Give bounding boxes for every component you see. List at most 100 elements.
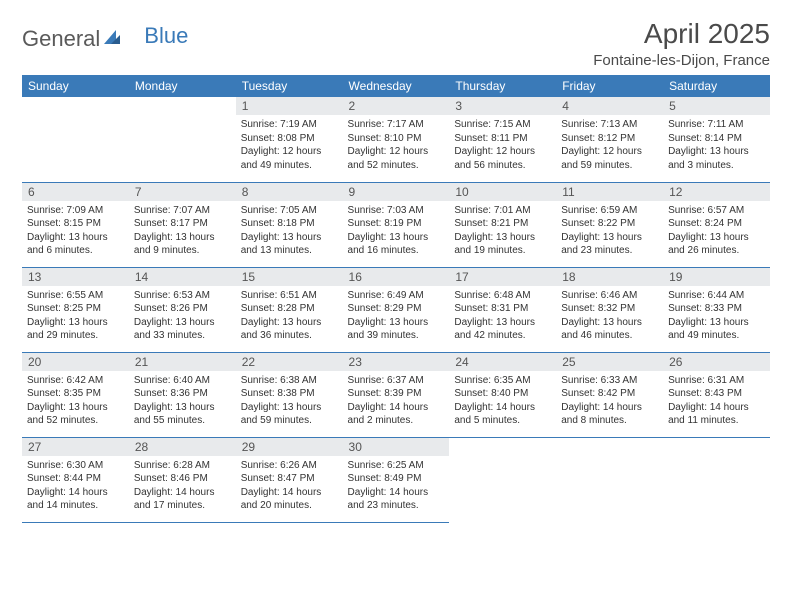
sunset-text: Sunset: 8:44 PM: [27, 472, 124, 486]
day-number: 4: [556, 97, 663, 115]
sunrise-text: Sunrise: 7:03 AM: [348, 204, 445, 218]
calendar-cell: 14Sunrise: 6:53 AMSunset: 8:26 PMDayligh…: [129, 267, 236, 352]
day-number: 3: [449, 97, 556, 115]
daylight-text: Daylight: 13 hours and 19 minutes.: [454, 231, 551, 258]
calendar-cell: 26Sunrise: 6:31 AMSunset: 8:43 PMDayligh…: [663, 352, 770, 437]
day-data: Sunrise: 6:38 AMSunset: 8:38 PMDaylight:…: [236, 371, 343, 431]
header: General Blue April 2025 Fontaine-les-Dij…: [22, 18, 770, 69]
calendar-cell: 19Sunrise: 6:44 AMSunset: 8:33 PMDayligh…: [663, 267, 770, 352]
day-number: 28: [129, 438, 236, 456]
daylight-text: Daylight: 14 hours and 8 minutes.: [561, 401, 658, 428]
sunrise-text: Sunrise: 6:25 AM: [348, 459, 445, 473]
day-data: Sunrise: 7:09 AMSunset: 8:15 PMDaylight:…: [22, 201, 129, 261]
logo-text-general: General: [22, 26, 100, 52]
calendar-cell: 16Sunrise: 6:49 AMSunset: 8:29 PMDayligh…: [343, 267, 450, 352]
sunset-text: Sunset: 8:08 PM: [241, 132, 338, 146]
day-data: Sunrise: 6:53 AMSunset: 8:26 PMDaylight:…: [129, 286, 236, 346]
day-number: 23: [343, 353, 450, 371]
day-data: Sunrise: 6:49 AMSunset: 8:29 PMDaylight:…: [343, 286, 450, 346]
day-number: 21: [129, 353, 236, 371]
calendar-row: 20Sunrise: 6:42 AMSunset: 8:35 PMDayligh…: [22, 352, 770, 437]
day-data: Sunrise: 7:13 AMSunset: 8:12 PMDaylight:…: [556, 115, 663, 175]
daylight-text: Daylight: 14 hours and 2 minutes.: [348, 401, 445, 428]
sunrise-text: Sunrise: 7:19 AM: [241, 118, 338, 132]
sunrise-text: Sunrise: 6:38 AM: [241, 374, 338, 388]
day-number: 12: [663, 183, 770, 201]
calendar-cell: 4Sunrise: 7:13 AMSunset: 8:12 PMDaylight…: [556, 97, 663, 182]
weekday-header-row: Sunday Monday Tuesday Wednesday Thursday…: [22, 75, 770, 97]
sunrise-text: Sunrise: 6:33 AM: [561, 374, 658, 388]
sunset-text: Sunset: 8:35 PM: [27, 387, 124, 401]
sunrise-text: Sunrise: 7:17 AM: [348, 118, 445, 132]
daylight-text: Daylight: 13 hours and 52 minutes.: [27, 401, 124, 428]
calendar-cell: 7Sunrise: 7:07 AMSunset: 8:17 PMDaylight…: [129, 182, 236, 267]
calendar-cell: [663, 437, 770, 522]
sunrise-text: Sunrise: 6:51 AM: [241, 289, 338, 303]
sunset-text: Sunset: 8:21 PM: [454, 217, 551, 231]
sunrise-text: Sunrise: 6:37 AM: [348, 374, 445, 388]
day-data: Sunrise: 6:48 AMSunset: 8:31 PMDaylight:…: [449, 286, 556, 346]
day-number: 2: [343, 97, 450, 115]
sunset-text: Sunset: 8:25 PM: [27, 302, 124, 316]
sunrise-text: Sunrise: 6:28 AM: [134, 459, 231, 473]
day-data: Sunrise: 6:51 AMSunset: 8:28 PMDaylight:…: [236, 286, 343, 346]
day-number: 24: [449, 353, 556, 371]
sunset-text: Sunset: 8:28 PM: [241, 302, 338, 316]
day-data: Sunrise: 6:57 AMSunset: 8:24 PMDaylight:…: [663, 201, 770, 261]
sunset-text: Sunset: 8:39 PM: [348, 387, 445, 401]
day-data: Sunrise: 7:05 AMSunset: 8:18 PMDaylight:…: [236, 201, 343, 261]
day-data: Sunrise: 7:07 AMSunset: 8:17 PMDaylight:…: [129, 201, 236, 261]
sunset-text: Sunset: 8:46 PM: [134, 472, 231, 486]
calendar-cell: [22, 97, 129, 182]
day-number: 20: [22, 353, 129, 371]
sunrise-text: Sunrise: 6:44 AM: [668, 289, 765, 303]
calendar-cell: 22Sunrise: 6:38 AMSunset: 8:38 PMDayligh…: [236, 352, 343, 437]
day-data: Sunrise: 6:40 AMSunset: 8:36 PMDaylight:…: [129, 371, 236, 431]
sunrise-text: Sunrise: 7:09 AM: [27, 204, 124, 218]
day-number: 26: [663, 353, 770, 371]
weekday-header: Friday: [556, 75, 663, 97]
sunrise-text: Sunrise: 6:53 AM: [134, 289, 231, 303]
daylight-text: Daylight: 12 hours and 59 minutes.: [561, 145, 658, 172]
daylight-text: Daylight: 13 hours and 36 minutes.: [241, 316, 338, 343]
sunrise-text: Sunrise: 6:59 AM: [561, 204, 658, 218]
calendar-row: 27Sunrise: 6:30 AMSunset: 8:44 PMDayligh…: [22, 437, 770, 522]
sunrise-text: Sunrise: 6:55 AM: [27, 289, 124, 303]
day-data: Sunrise: 6:44 AMSunset: 8:33 PMDaylight:…: [663, 286, 770, 346]
day-number: 19: [663, 268, 770, 286]
calendar-cell: 24Sunrise: 6:35 AMSunset: 8:40 PMDayligh…: [449, 352, 556, 437]
daylight-text: Daylight: 13 hours and 6 minutes.: [27, 231, 124, 258]
daylight-text: Daylight: 13 hours and 39 minutes.: [348, 316, 445, 343]
day-number: 25: [556, 353, 663, 371]
calendar-cell: 15Sunrise: 6:51 AMSunset: 8:28 PMDayligh…: [236, 267, 343, 352]
calendar-cell: 6Sunrise: 7:09 AMSunset: 8:15 PMDaylight…: [22, 182, 129, 267]
daylight-text: Daylight: 13 hours and 3 minutes.: [668, 145, 765, 172]
day-number: 22: [236, 353, 343, 371]
daylight-text: Daylight: 13 hours and 13 minutes.: [241, 231, 338, 258]
day-data: Sunrise: 6:28 AMSunset: 8:46 PMDaylight:…: [129, 456, 236, 516]
sunset-text: Sunset: 8:19 PM: [348, 217, 445, 231]
daylight-text: Daylight: 14 hours and 11 minutes.: [668, 401, 765, 428]
calendar-cell: 27Sunrise: 6:30 AMSunset: 8:44 PMDayligh…: [22, 437, 129, 522]
sunset-text: Sunset: 8:11 PM: [454, 132, 551, 146]
day-number: 27: [22, 438, 129, 456]
calendar-cell: 9Sunrise: 7:03 AMSunset: 8:19 PMDaylight…: [343, 182, 450, 267]
sunrise-text: Sunrise: 6:31 AM: [668, 374, 765, 388]
calendar-cell: 21Sunrise: 6:40 AMSunset: 8:36 PMDayligh…: [129, 352, 236, 437]
sunrise-text: Sunrise: 6:49 AM: [348, 289, 445, 303]
weekday-header: Tuesday: [236, 75, 343, 97]
logo-text-blue: Blue: [144, 23, 188, 49]
day-number: 7: [129, 183, 236, 201]
day-data: Sunrise: 6:31 AMSunset: 8:43 PMDaylight:…: [663, 371, 770, 431]
day-data: Sunrise: 6:42 AMSunset: 8:35 PMDaylight:…: [22, 371, 129, 431]
calendar-cell: 30Sunrise: 6:25 AMSunset: 8:49 PMDayligh…: [343, 437, 450, 522]
calendar-cell: 2Sunrise: 7:17 AMSunset: 8:10 PMDaylight…: [343, 97, 450, 182]
weekday-header: Saturday: [663, 75, 770, 97]
sunrise-text: Sunrise: 6:35 AM: [454, 374, 551, 388]
calendar-cell: 18Sunrise: 6:46 AMSunset: 8:32 PMDayligh…: [556, 267, 663, 352]
sunrise-text: Sunrise: 6:48 AM: [454, 289, 551, 303]
daylight-text: Daylight: 13 hours and 16 minutes.: [348, 231, 445, 258]
daylight-text: Daylight: 13 hours and 42 minutes.: [454, 316, 551, 343]
day-number: 5: [663, 97, 770, 115]
day-data: Sunrise: 7:01 AMSunset: 8:21 PMDaylight:…: [449, 201, 556, 261]
